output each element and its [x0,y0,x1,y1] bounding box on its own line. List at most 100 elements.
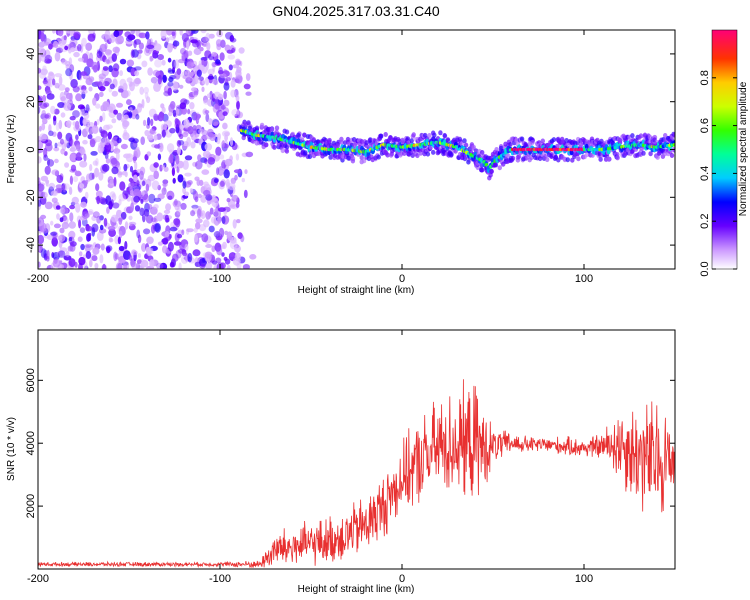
heatmap-cell [237,232,243,240]
heatmap-cell [110,157,118,165]
heatmap-cell [91,255,98,262]
heatmap-cell [196,69,202,77]
heatmap-cell [122,132,130,141]
heatmap-cell [147,134,154,141]
heatmap-cell [104,30,111,40]
heatmap-cell [157,54,165,61]
heatmap-cell [134,70,140,77]
colorbar-label: Normalized spectral amplitude [738,81,749,216]
heatmap-cell [77,236,83,242]
heatmap-cell [193,90,199,96]
heatmap-cell [78,71,83,81]
heatmap-cell [200,210,206,220]
heatmap-cell [133,195,140,203]
heatmap-cell [101,138,107,146]
heatmap-cell [184,69,191,76]
heatmap-cell [163,209,171,214]
heatmap-cell [223,99,230,107]
heatmap-cell [193,234,199,243]
heatmap-cell [222,130,230,137]
heatmap-cell [164,214,170,223]
heatmap-cell [54,82,60,89]
heatmap-cell [201,36,208,43]
heatmap-cell [48,43,53,50]
heatmap-cell [223,90,227,100]
x-tick-label: 0 [399,573,405,585]
heatmap-cell [120,143,128,150]
heatmap-cell [140,136,145,145]
colorbar-ticks: 0.0 0.2 0.4 0.6 0.8 [699,70,737,277]
heatmap-cell [55,122,60,131]
heatmap-cell [39,133,47,142]
heatmap-cell [497,165,502,171]
y-tick-label: 2000 [25,494,37,518]
heatmap-cell [463,142,469,148]
heatmap-cell [79,160,88,168]
heatmap-cell [75,143,81,152]
heatmap-cell [146,151,152,157]
heatmap-cell [150,224,156,234]
heatmap-cell [48,182,56,190]
heatmap-cell [171,167,175,177]
heatmap-cell [60,112,66,118]
heatmap-cell [492,162,498,168]
heatmap-cell [53,118,57,126]
heatmap-cell [118,85,124,93]
heatmap-cell [223,82,230,91]
heatmap-cell [48,72,55,81]
heatmap-cell [57,30,64,37]
heatmap-cell [208,225,215,233]
heatmap-cell [221,216,226,225]
heatmap-cell [145,183,150,192]
heatmap-cell [89,138,96,148]
heatmap-cell [139,170,144,180]
heatmap-cell [68,237,73,242]
heatmap-cell [186,136,191,147]
heatmap-cell [126,77,133,83]
heatmap-cell [230,89,236,98]
heatmap-cell [138,32,144,38]
heatmap-cell [153,162,159,168]
heatmap-cell [41,122,46,131]
heatmap-cell [201,169,210,175]
heatmap-cell [109,83,115,90]
heatmap-cell [141,180,146,187]
snr-y-label: SNR (10 * v/v) [6,417,17,481]
heatmap-cell [232,64,239,69]
heatmap-cell [147,174,156,182]
heatmap-cell [118,198,122,206]
heatmap-cell [229,204,236,209]
heatmap-cell [199,46,204,52]
heatmap-cell [208,118,213,126]
heatmap-cell [234,113,239,119]
heatmap-cell [80,108,85,116]
heatmap-cell [215,59,221,65]
heatmap-cell [131,264,139,269]
heatmap-cell [96,231,104,241]
heatmap-cell [181,32,189,43]
heatmap-cell [219,73,227,79]
heatmap-cell [361,158,367,164]
heatmap-cell [150,76,158,84]
heatmap-cell [52,258,61,268]
heatmap-cell [243,189,248,199]
heatmap-cell [185,30,192,36]
heatmap-cell [213,178,219,184]
heatmap-cell [192,161,198,167]
heatmap-cell [302,132,307,138]
heatmap-cell [113,30,120,38]
heatmap-cell [235,153,240,161]
y-tick-label: 40 [25,48,37,60]
heatmap-cell [70,201,76,206]
heatmap-cell [519,136,525,142]
heatmap-cell [243,83,251,90]
heatmap-cell [61,207,69,214]
heatmap-cell [222,122,228,130]
heatmap-cell [172,253,179,262]
heatmap-cell [226,181,231,190]
heatmap-cell [154,59,163,68]
heatmap-cell [193,227,198,233]
heatmap-cell [438,130,443,136]
heatmap-cell [209,207,214,215]
heatmap-cell [123,163,128,172]
